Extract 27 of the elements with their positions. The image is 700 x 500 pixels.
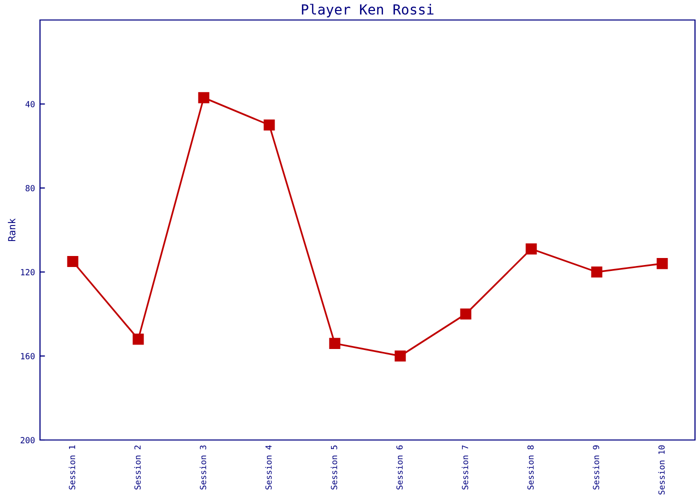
- point: [67, 256, 78, 268]
- point: [526, 243, 537, 254]
- y-axis-title: Rank: [8, 218, 16, 242]
- y-tick-label: 160: [21, 353, 35, 360]
- x-tick-label: Session 9: [592, 445, 600, 490]
- y-tick-label: 80: [26, 185, 35, 192]
- x-tick-label: Session 8: [527, 445, 534, 490]
- point: [329, 338, 340, 349]
- point: [591, 266, 602, 278]
- point: [460, 308, 472, 320]
- y-tick-label: 40: [26, 101, 35, 108]
- point: [264, 119, 275, 131]
- y-tick-label: 120: [21, 269, 35, 276]
- x-tick-label: Session 10: [658, 445, 665, 494]
- point: [656, 258, 668, 270]
- y-tick-label: 200: [20, 437, 35, 444]
- x-tick-label: Session 2: [134, 446, 141, 490]
- x-tick-label: Session 1: [68, 445, 76, 490]
- point: [132, 334, 144, 345]
- chart-title: Player Ken Rossi: [302, 4, 434, 18]
- point: [198, 92, 210, 104]
- x-tick-label: Session 7: [462, 445, 468, 490]
- x-tick-label: Session 5: [330, 446, 338, 490]
- x-tick-label: Session 4: [265, 445, 272, 490]
- x-tick-label: Session 3: [200, 445, 206, 490]
- x-tick-label: Session 6: [396, 445, 403, 490]
- point: [394, 350, 406, 362]
